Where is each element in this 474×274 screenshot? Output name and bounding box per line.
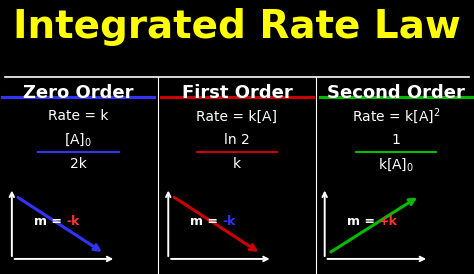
Text: m =: m =	[346, 215, 379, 229]
Text: 2k: 2k	[70, 157, 87, 172]
Text: Zero Order: Zero Order	[23, 84, 134, 102]
Text: 1: 1	[392, 133, 400, 147]
Text: Rate = k: Rate = k	[48, 109, 109, 124]
Text: +k: +k	[379, 215, 398, 229]
Text: First Order: First Order	[182, 84, 292, 102]
Text: m =: m =	[34, 215, 66, 229]
Text: -k: -k	[222, 215, 236, 229]
Text: [A]$_0$: [A]$_0$	[64, 131, 92, 148]
Text: Rate = k[A]$^2$: Rate = k[A]$^2$	[352, 107, 440, 126]
Text: k[A]$_0$: k[A]$_0$	[378, 156, 414, 173]
Text: ln 2: ln 2	[224, 133, 250, 147]
Text: Second Order: Second Order	[327, 84, 465, 102]
Text: Integrated Rate Law: Integrated Rate Law	[13, 8, 461, 46]
Text: m =: m =	[190, 215, 222, 229]
Text: Rate = k[A]: Rate = k[A]	[197, 109, 277, 124]
Text: k: k	[233, 157, 241, 172]
Text: -k: -k	[66, 215, 80, 229]
